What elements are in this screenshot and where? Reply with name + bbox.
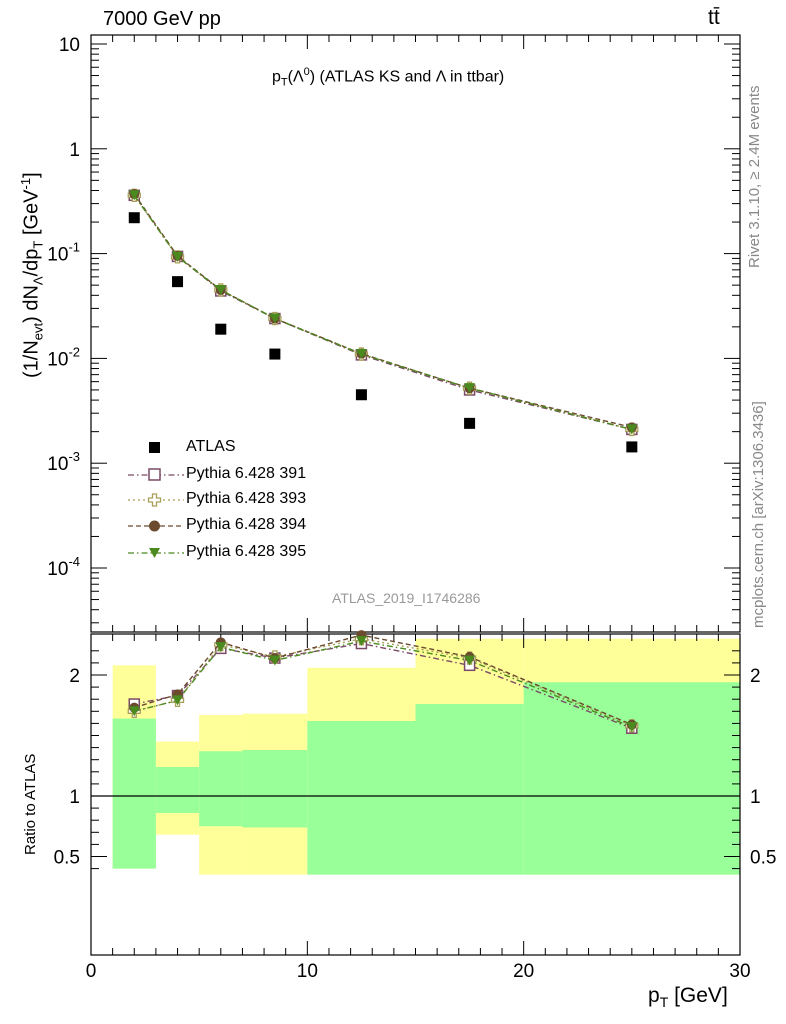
ylabel-b-sub: Λ xyxy=(30,276,46,286)
marker-p395 xyxy=(355,636,367,647)
legend-label-atlas: ATLAS xyxy=(186,438,236,455)
legend-marker-triangle xyxy=(128,548,184,558)
band-green-bin xyxy=(199,751,243,827)
ylabel-c-sub: T xyxy=(30,240,46,249)
ylabel-a-sub: evt xyxy=(30,322,46,341)
legend-label-394: Pythia 6.428 394 xyxy=(186,516,307,533)
band-green-bin xyxy=(112,718,156,869)
band-green-bin xyxy=(307,720,416,875)
ylabel-a: (1/N xyxy=(20,340,43,378)
xlabel-sub: T xyxy=(659,994,669,1011)
y-tick-label: 10-2 xyxy=(47,344,80,370)
marker-p395 xyxy=(172,251,184,262)
xlabel-rest: [GeV] xyxy=(668,984,728,1007)
data-point-atlas xyxy=(172,276,184,288)
data-point-atlas xyxy=(626,441,638,453)
x-tick-label: 10 xyxy=(297,961,318,982)
ratio-tick-label-right: 2 xyxy=(750,666,761,687)
marker-p395 xyxy=(269,655,281,666)
legend-item-atlas: ATLAS xyxy=(128,436,368,460)
title-sup: 0 xyxy=(303,66,310,78)
marker-p395 xyxy=(464,655,476,666)
legend-marker-circle xyxy=(128,520,184,532)
header-left-label: 7000 GeV pp xyxy=(103,8,221,30)
ylabel-b: ) dN xyxy=(20,285,43,323)
data-point-atlas xyxy=(355,389,367,401)
marker-p395 xyxy=(128,190,140,201)
ylabel-e: ] xyxy=(20,172,43,178)
marker-p395 xyxy=(626,722,638,733)
band-green-bin xyxy=(415,704,524,875)
y-tick-label: 1 xyxy=(69,140,80,161)
legend-item-393: Pythia 6.428 393 xyxy=(128,488,368,512)
data-point-atlas xyxy=(215,323,227,335)
marker-p395 xyxy=(269,313,281,324)
title-rest: (Λ xyxy=(287,68,304,86)
legend-marker-open-cross xyxy=(128,493,184,507)
legend-item-391: Pythia 6.428 391 xyxy=(128,463,368,487)
axes: 0 10 20 30 10 1 10-1 10-2 10-3 10-4 0.5 0.5 1 1 2 2 xyxy=(47,34,776,982)
marker-p395 xyxy=(215,284,227,295)
ratio-tick-label-right: 0.5 xyxy=(750,848,776,869)
ylabel-d-sup: -1 xyxy=(18,177,33,190)
legend-marker-open-square xyxy=(128,468,184,481)
band-green-bin xyxy=(523,682,740,875)
marker-p395 xyxy=(626,424,638,435)
xlabel-p: p xyxy=(648,984,660,1007)
ratio-axis-label: Ratio to ATLAS xyxy=(22,753,39,855)
rivet-label: Rivet 3.1.10, ≥ 2.4M events xyxy=(746,85,763,269)
ratio-tick-label: 0.5 xyxy=(54,848,80,869)
chart-title: pT(Λ0) (ATLAS KS and Λ in ttbar) xyxy=(272,66,504,89)
ratio-tick-label: 2 xyxy=(69,666,80,687)
legend-item-395: Pythia 6.428 395 xyxy=(128,541,368,565)
ylabel-d: [GeV xyxy=(20,189,43,241)
data-point-atlas xyxy=(464,417,476,429)
y-axis-label: (1/Nevt) dNΛ/dpT [GeV-1] xyxy=(18,172,46,378)
analysis-watermark: ATLAS_2019_I1746286 xyxy=(332,590,481,606)
y-tick-label: 10-1 xyxy=(47,240,80,266)
y-tick-label: 10 xyxy=(59,35,80,56)
series-group xyxy=(127,188,639,734)
marker-p395 xyxy=(215,642,227,653)
uncertainty-bands xyxy=(112,638,740,875)
line-p395 xyxy=(133,194,633,431)
legend-item-394: Pythia 6.428 394 xyxy=(128,514,368,538)
x-tick-label: 0 xyxy=(86,961,97,982)
line-p394 xyxy=(133,193,632,428)
marker-p395 xyxy=(172,695,184,706)
band-green-bin xyxy=(242,750,308,828)
x-axis-label: pT [GeV] xyxy=(648,984,728,1010)
line-p391 xyxy=(133,194,632,431)
x-tick-label: 20 xyxy=(513,961,534,982)
header-right-label: tt̄ xyxy=(708,6,720,29)
legend-marker-square xyxy=(149,442,160,453)
y-tick-label: 10-4 xyxy=(47,554,80,580)
legend-label-395: Pythia 6.428 395 xyxy=(186,543,307,560)
data-point-atlas xyxy=(128,212,140,224)
line-p393 xyxy=(133,194,633,431)
x-tick-label: 30 xyxy=(729,961,750,982)
legend-label-393: Pythia 6.428 393 xyxy=(186,490,307,507)
ratio-tick-label: 1 xyxy=(69,787,80,808)
ratio-tick-label-right: 1 xyxy=(750,787,761,808)
source-label: mcplots.cern.ch [arXiv:1306.3436] xyxy=(750,401,767,628)
band-green-bin xyxy=(155,766,200,813)
y-tick-label: 10-3 xyxy=(47,449,80,475)
title-tail: ) (ATLAS KS and Λ in ttbar) xyxy=(309,68,505,86)
legend-label-391: Pythia 6.428 391 xyxy=(186,465,307,482)
title-sub: T xyxy=(280,76,288,89)
title-p: p xyxy=(272,68,281,86)
marker-p395 xyxy=(128,706,140,717)
marker-p395 xyxy=(355,349,367,360)
ylabel-c: /dp xyxy=(20,248,43,277)
data-point-atlas xyxy=(269,348,281,360)
marker-p395 xyxy=(464,383,476,394)
